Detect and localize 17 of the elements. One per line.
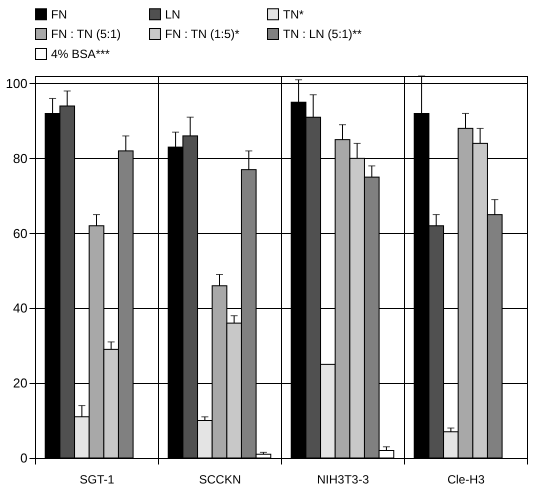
legend-label: TN : LN (5:1)** <box>283 27 362 41</box>
legend-label: FN <box>51 7 67 22</box>
x-tick-label: SGT-1 <box>80 472 115 486</box>
y-tick-label: 40 <box>13 300 28 316</box>
x-tick-label: Cle-H3 <box>447 472 485 486</box>
legend-label: FN : TN (5:1) <box>51 27 121 41</box>
legend-label: TN* <box>283 7 304 22</box>
y-tick-label: 100 <box>6 76 28 91</box>
x-tick-label: SCCKN <box>198 472 242 486</box>
legend-label: LN <box>165 7 180 22</box>
y-tick-label: 0 <box>20 450 28 466</box>
y-tick-label: 20 <box>13 376 28 391</box>
y-tick-label: 60 <box>13 226 28 241</box>
legend-label: 4% BSA*** <box>51 47 110 61</box>
x-tick-label: NIH3T3-3 <box>316 472 370 486</box>
y-tick-label: 80 <box>13 150 28 166</box>
legend-label: FN : TN (1:5)* <box>165 27 240 41</box>
